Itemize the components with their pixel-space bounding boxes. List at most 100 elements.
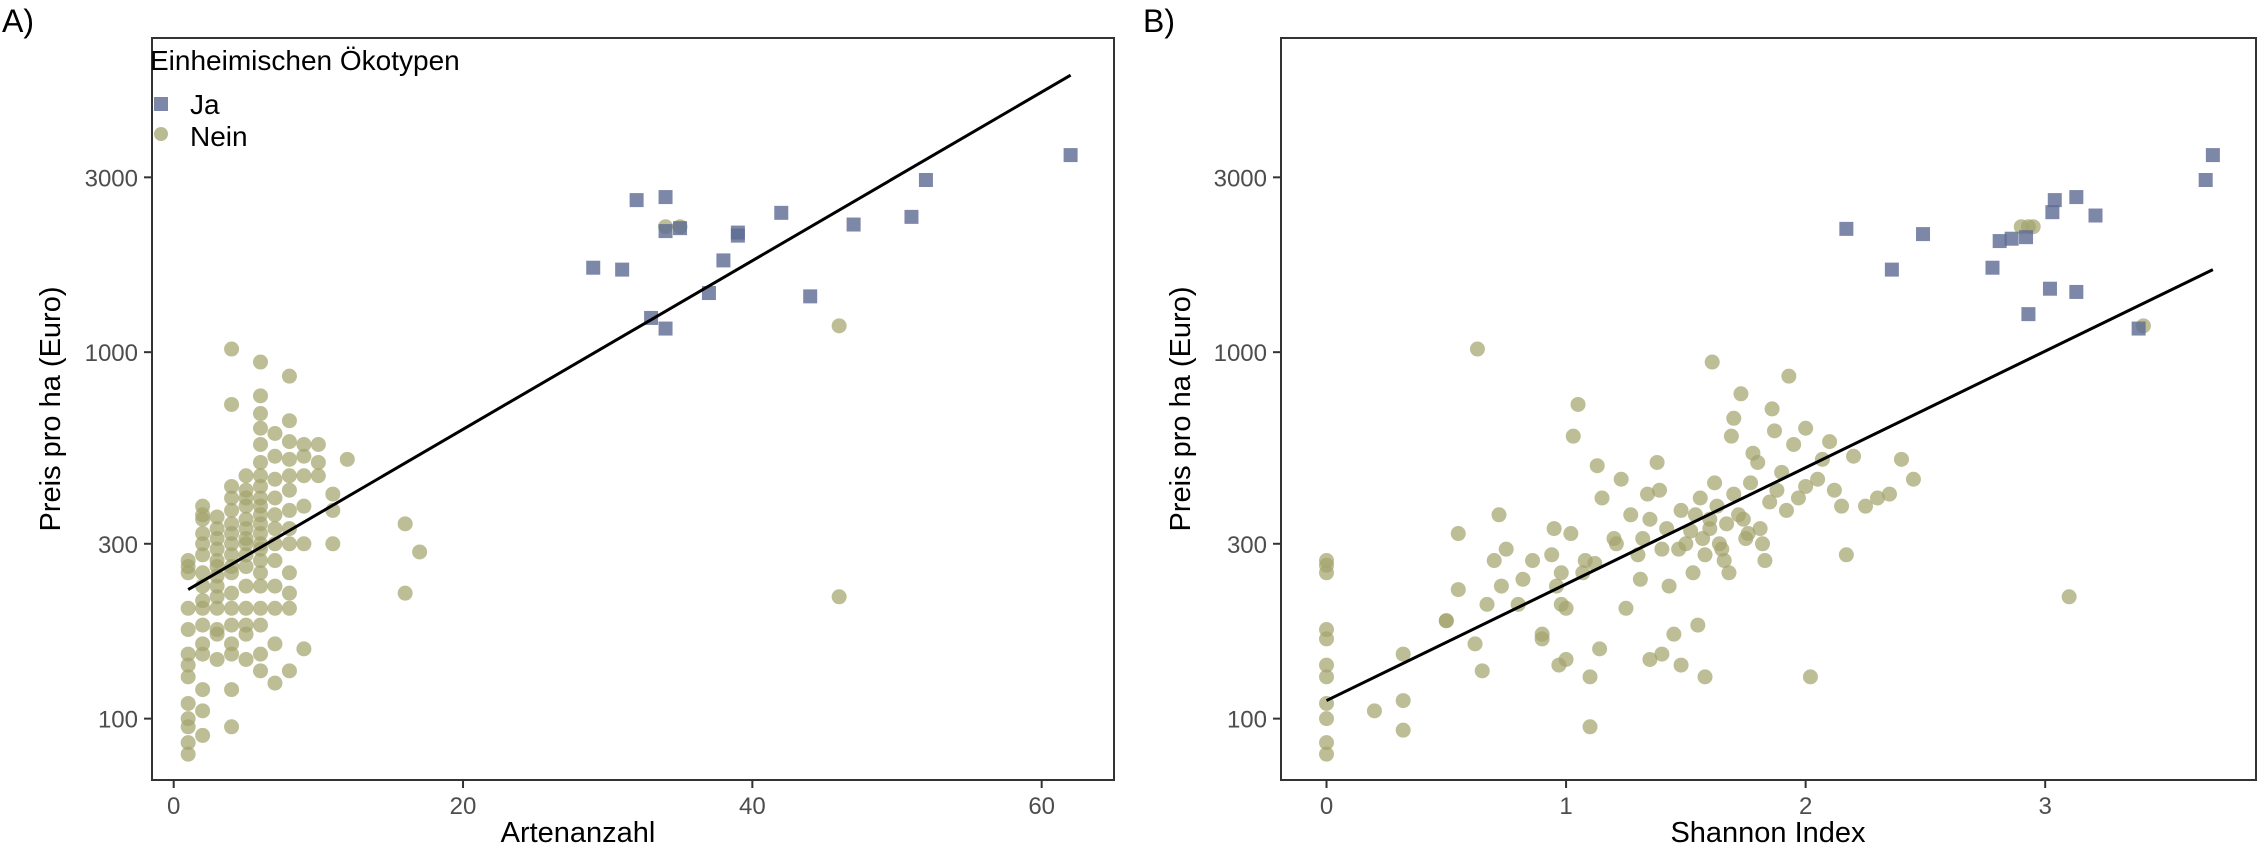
panel-a-point-nein	[224, 646, 240, 662]
panel-a-point-nein	[281, 502, 297, 518]
panel-a-point-nein	[252, 536, 268, 552]
panel-b-point-nein	[1395, 646, 1411, 662]
panel-b-point-nein	[1525, 553, 1541, 569]
panel-a-x-label: Artenanzahl	[501, 817, 656, 845]
panel-a-point-ja	[658, 321, 673, 336]
panel-b-point-nein	[1467, 636, 1483, 652]
panel-b-point-ja	[2045, 205, 2060, 220]
panel-b-point-ja	[2047, 193, 2062, 208]
panel-b-x-tick-label: 3	[2039, 793, 2052, 820]
panel-b-point-nein	[1764, 401, 1780, 417]
panel-a-point-nein	[252, 454, 268, 470]
panel-a-point-nein	[224, 719, 240, 735]
panel-b-point-nein	[1594, 490, 1610, 506]
panel-a-y-axis: 100 300 1000 3000	[85, 165, 152, 734]
panel-b: B) 100 300 1000 3000 0 1 2 3 Shannon Index Pre…	[1143, 3, 2257, 845]
panel-b-point-nein	[1558, 600, 1574, 616]
panel-a-point-nein	[180, 553, 196, 569]
panel-a-point-nein	[180, 711, 196, 727]
panel-a-point-nein	[209, 521, 225, 537]
panel-b-point-ja	[1884, 262, 1899, 277]
panel-a-point-nein	[252, 617, 268, 633]
panel-b-point-nein	[1558, 651, 1574, 667]
panel-a-point-nein	[252, 420, 268, 436]
panel-b-point-nein	[1654, 541, 1670, 557]
panel-a-point-nein	[296, 436, 312, 452]
panel-b-point-nein	[1786, 436, 1802, 452]
panel-b-point-nein	[1642, 511, 1658, 527]
panel-a-point-ja	[730, 228, 745, 243]
panel-a-label: A)	[2, 3, 34, 39]
panel-a-point-ja	[803, 289, 818, 304]
panel-a-point-nein	[209, 509, 225, 525]
panel-b-point-nein	[1565, 428, 1581, 444]
panel-b-point-nein	[1893, 451, 1909, 467]
panel-b-point-ja	[1985, 260, 2000, 275]
panel-a-point-nein	[267, 490, 283, 506]
panel-b-point-nein	[1704, 354, 1720, 370]
panel-a-point-ja	[716, 253, 731, 268]
panel-b-point-nein	[1834, 498, 1850, 514]
panel-a-point-nein	[310, 454, 326, 470]
panel-b-point-nein	[1582, 669, 1598, 685]
panel-a-point-nein	[224, 396, 240, 412]
panel-a-point-nein	[339, 451, 355, 467]
panel-b-point-nein	[1778, 502, 1794, 518]
panel-a-y-tick-label: 1000	[85, 340, 138, 367]
panel-a-x-tick-label: 0	[167, 793, 180, 820]
panel-a-point-nein	[195, 682, 211, 698]
panel-a-point-nein	[180, 735, 196, 751]
panel-a-regression	[187, 73, 1072, 591]
panel-b-point-nein	[1654, 646, 1670, 662]
panel-b-point-nein	[1798, 478, 1814, 494]
panel-b-point-nein	[1673, 657, 1689, 673]
panel-b-point-nein	[1721, 565, 1737, 581]
panel-a-point-nein	[195, 536, 211, 552]
panel-a-point-nein	[267, 448, 283, 464]
panel-a-point-nein	[397, 516, 413, 532]
panel-b-point-nein	[1838, 547, 1854, 563]
panel-b-point-nein	[1563, 526, 1579, 542]
panel-b-x-tick-label: 0	[1320, 793, 1333, 820]
panel-b-point-nein	[1649, 454, 1665, 470]
legend-nein-label: Nein	[190, 121, 248, 152]
panel-a-points	[180, 148, 1078, 762]
panel-a-point-nein	[267, 636, 283, 652]
panel-a-point-nein	[296, 641, 312, 657]
panel-a-point-nein	[238, 600, 254, 616]
panel-a-point-ja	[586, 260, 601, 275]
panel-a-point-nein	[296, 448, 312, 464]
panel-b-point-ja	[2069, 190, 2084, 205]
panel-b-point-nein	[1652, 482, 1668, 498]
panel-a: A) 100 300 1000 3000 0 20 40 60 Artenanzahl Pr…	[2, 3, 1115, 845]
panel-b-point-nein	[1613, 471, 1629, 487]
panel-a-point-nein	[310, 468, 326, 484]
panel-a-point-nein	[252, 354, 268, 370]
panel-b-point-nein	[1752, 521, 1768, 537]
panel-b-point-nein	[1546, 521, 1562, 537]
panel-b-point-nein	[1515, 571, 1531, 587]
panel-a-point-nein	[252, 646, 268, 662]
panel-a-point-nein	[412, 544, 428, 560]
panel-a-point-nein	[224, 636, 240, 652]
panel-a-point-nein	[195, 593, 211, 609]
panel-b-point-nein	[1757, 553, 1773, 569]
panel-b-point-nein	[1618, 600, 1634, 616]
panel-a-y-tick-label: 3000	[85, 165, 138, 192]
panel-b-point-nein	[1642, 651, 1658, 667]
panel-b-point-nein	[1822, 434, 1838, 450]
panel-b-point-nein	[1491, 507, 1507, 523]
panel-b-point-nein	[1743, 475, 1759, 491]
panel-b-point-nein	[1697, 669, 1713, 685]
panel-a-x-tick-label: 60	[1028, 793, 1055, 820]
legend-title: Einheimischen Ökotypen	[150, 45, 460, 76]
panel-a-point-nein	[252, 553, 268, 569]
panel-b-point-nein	[1319, 622, 1335, 638]
panel-b-point-nein	[1493, 578, 1509, 594]
panel-a-point-nein	[209, 553, 225, 569]
panel-a-point-nein	[267, 553, 283, 569]
panel-a-point-nein	[209, 651, 225, 667]
panel-a-point-nein	[195, 703, 211, 719]
panel-a-point-nein	[252, 490, 268, 506]
panel-a-point-ja	[673, 221, 688, 236]
